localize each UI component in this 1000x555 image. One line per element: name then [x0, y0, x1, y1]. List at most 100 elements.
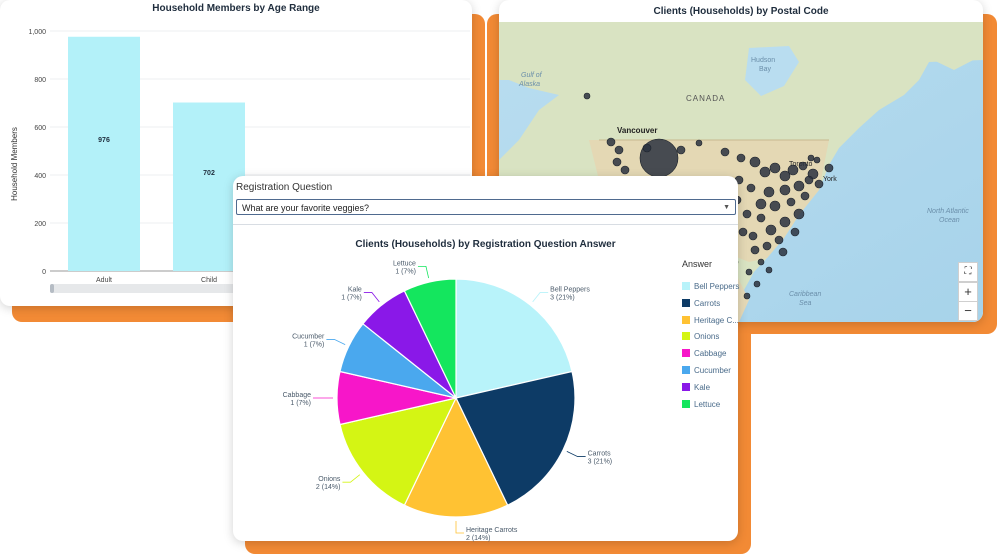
postal-code-bubble[interactable] [748, 231, 758, 241]
legend-swatch [682, 399, 690, 408]
postal-code-bubble[interactable] [765, 266, 773, 274]
map-label-bay: Bay [759, 66, 772, 73]
postal-code-bubble[interactable] [800, 191, 810, 201]
postal-code-bubble[interactable] [757, 258, 765, 266]
map-label-ocean: Ocean [939, 217, 960, 224]
postal-code-bubble[interactable] [749, 156, 761, 168]
pie-chart-title: Clients (Households) by Registration Que… [355, 239, 616, 250]
legend-label: Bell Peppers [694, 282, 740, 291]
postal-code-bubble[interactable] [804, 175, 814, 185]
postal-code-bubble[interactable] [814, 179, 824, 189]
pie-chart-card [233, 176, 738, 541]
postal-code-bubble[interactable] [765, 224, 777, 236]
map-label-alaska: Alaska [518, 81, 540, 88]
postal-code-bubble[interactable] [769, 200, 781, 212]
bar-adult[interactable] [68, 36, 140, 272]
map-label-hudson: Hudson [751, 57, 775, 64]
bar-ytick-label: 600 [34, 125, 46, 132]
postal-code-bubble[interactable] [606, 137, 616, 147]
postal-code-bubble[interactable] [746, 183, 756, 193]
postal-code-bubble[interactable] [759, 166, 771, 178]
bar-chart-scrollbar[interactable] [50, 284, 250, 293]
legend-item[interactable]: Bell Peppers [682, 281, 739, 292]
legend-item[interactable]: Onions [682, 331, 719, 342]
bar-xtick-label: Child [201, 277, 217, 284]
legend-swatch [682, 382, 690, 391]
map-label-caribbean: Caribbean [789, 291, 821, 298]
legend-item[interactable]: Carrots [682, 298, 720, 309]
bar-chart-scroll-handle[interactable] [50, 284, 54, 293]
postal-code-bubble[interactable] [620, 165, 630, 175]
legend-swatch [682, 349, 690, 358]
postal-code-bubble[interactable] [787, 164, 799, 176]
postal-code-bubble[interactable] [813, 156, 821, 164]
registration-question-label: Registration Question [236, 182, 333, 193]
legend-item[interactable]: Heritage C... [682, 315, 739, 326]
postal-code-bubble[interactable] [756, 213, 766, 223]
map-fullscreen-button[interactable]: ⛶ [958, 262, 978, 282]
legend-swatch [682, 366, 690, 374]
postal-code-bubble[interactable] [798, 161, 808, 171]
map-label-gulf-of-alaska: Gulf of [521, 72, 543, 79]
postal-code-bubble[interactable] [750, 245, 760, 255]
postal-code-bubble[interactable] [793, 180, 805, 192]
postal-code-bubble[interactable] [769, 162, 781, 174]
postal-code-bubble[interactable] [790, 227, 800, 237]
bar-chart-ylabel: Household Members [10, 127, 19, 201]
postal-code-bubble[interactable] [642, 143, 652, 153]
map-zoom-in-button[interactable]: + [958, 282, 978, 302]
legend-swatch [682, 332, 690, 341]
postal-code-bubble[interactable] [614, 145, 624, 155]
bar-chart-title: Household Members by Age Range [152, 3, 320, 14]
map-title: Clients (Households) by Postal Code [653, 6, 829, 17]
legend-swatch [682, 315, 690, 324]
postal-code-bubble[interactable] [793, 208, 805, 220]
legend-swatch [682, 298, 690, 307]
legend-item[interactable]: Cabbage [682, 348, 726, 359]
legend-item[interactable]: Lettuce [682, 399, 720, 410]
legend-swatch [682, 282, 690, 290]
map-label-new-york: York [823, 176, 837, 183]
postal-code-bubble[interactable] [779, 170, 791, 182]
legend-item[interactable]: Kale [682, 382, 710, 393]
land-hudson-bay [745, 46, 799, 96]
registration-question-value: What are your favorite veggies? [242, 203, 370, 213]
postal-code-bubble[interactable] [742, 209, 752, 219]
legend-label: Lettuce [694, 399, 721, 409]
postal-code-bubble[interactable] [824, 163, 834, 173]
bar-chart: 0 200 400 600 800 1,000 976 Adult 702 Child Hous… [10, 29, 470, 293]
bar-data-label: 702 [203, 170, 215, 177]
bar-ytick-label: 1,000 [28, 29, 46, 36]
pie-divider [233, 224, 738, 225]
postal-code-bubble[interactable] [763, 186, 775, 198]
postal-code-bubble[interactable] [612, 157, 622, 167]
bar-ytick-label: 200 [34, 221, 46, 228]
bar-ytick-label: 400 [34, 173, 46, 180]
postal-code-bubble[interactable] [695, 139, 703, 147]
map-label-sea: Sea [799, 300, 812, 307]
postal-code-bubble[interactable] [807, 154, 815, 162]
legend-label: Heritage C... [694, 315, 739, 325]
postal-code-bubble[interactable] [745, 268, 753, 276]
bar-data-label: 976 [98, 137, 110, 144]
postal-code-bubble[interactable] [786, 197, 796, 207]
postal-code-bubble[interactable] [755, 198, 767, 210]
postal-code-bubble[interactable] [736, 153, 746, 163]
registration-question-select[interactable]: What are your favorite veggies? ▼ [236, 199, 736, 215]
postal-code-bubble[interactable] [583, 92, 591, 100]
postal-code-bubble[interactable] [779, 184, 791, 196]
postal-code-bubble[interactable] [753, 280, 761, 288]
postal-code-bubble[interactable] [774, 235, 784, 245]
bar-ytick-label: 0 [42, 269, 46, 276]
postal-code-bubble[interactable] [738, 227, 748, 237]
map-label-north-atlantic: North Atlantic [927, 208, 969, 215]
legend-label: Kale [694, 382, 711, 392]
postal-code-bubble[interactable] [779, 216, 791, 228]
postal-code-bubble[interactable] [743, 292, 751, 300]
legend-item[interactable]: Cucumber [682, 365, 731, 376]
postal-code-bubble[interactable] [762, 241, 772, 251]
postal-code-bubble[interactable] [778, 247, 788, 257]
map-zoom-out-button[interactable]: − [958, 301, 978, 321]
postal-code-bubble[interactable] [676, 145, 686, 155]
postal-code-bubble[interactable] [720, 147, 730, 157]
